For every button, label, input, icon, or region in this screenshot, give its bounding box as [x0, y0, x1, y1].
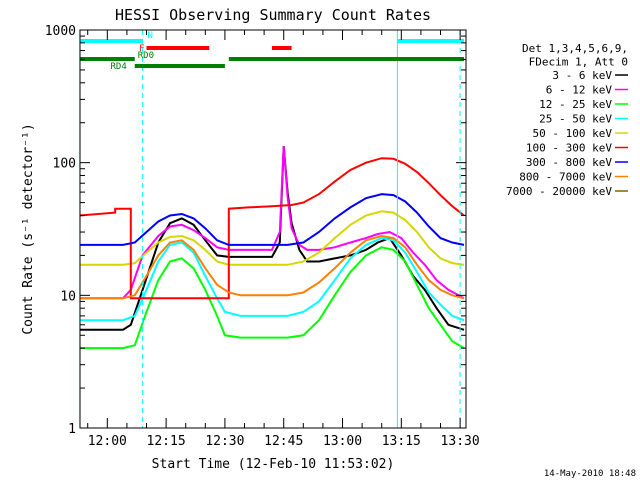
series-line-3 — [79, 237, 465, 322]
x-tick-label-0: 12:00 — [88, 434, 127, 449]
x-tick-label-3: 12:45 — [264, 434, 303, 449]
footer-timestamp: 14-May-2010 18:48 — [544, 469, 636, 479]
legend-label-7: 800 - 7000 keV — [519, 171, 612, 184]
flag-label-n: N — [148, 31, 153, 41]
legend-label-4: 50 - 100 keV — [533, 127, 613, 140]
flag-label-f: F — [139, 44, 144, 54]
x-tick-label-5: 13:15 — [382, 434, 421, 449]
legend-header-0: Det 1,3,4,5,6,9, — [522, 42, 628, 55]
legend-label-1: 6 - 12 keV — [546, 84, 613, 97]
y-tick-label-2: 100 — [53, 157, 76, 172]
legend-label-2: 12 - 25 keV — [539, 98, 612, 111]
y-tick-label-3: 1000 — [45, 24, 76, 39]
x-tick-label-1: 12:15 — [147, 434, 186, 449]
legend-label-3: 25 - 50 keV — [539, 113, 612, 126]
series-line-1 — [79, 146, 465, 300]
x-tick-label-4: 13:00 — [323, 434, 362, 449]
chart-title: HESSI Observing Summary Count Rates — [115, 6, 431, 24]
legend: Det 1,3,4,5,6,9,FDecim 1, Att 03 - 6 keV… — [506, 42, 628, 198]
y-tick-label-1: 10 — [60, 289, 76, 304]
legend-label-6: 300 - 800 keV — [526, 156, 612, 169]
legend-label-8: 7000 - 20000 keV — [506, 185, 612, 198]
y-axis-label: Count Rate (s⁻¹ detector⁻¹) — [21, 123, 36, 334]
series-line-0 — [79, 146, 465, 331]
series-line-4 — [79, 210, 465, 266]
legend-label-5: 100 - 300 keV — [526, 142, 612, 155]
series-line-5 — [79, 157, 465, 300]
legend-header-1: FDecim 1, Att 0 — [529, 56, 628, 69]
y-tick-label-0: 1 — [68, 422, 76, 437]
series-line-7 — [79, 234, 465, 300]
legend-label-0: 3 - 6 keV — [552, 69, 612, 82]
x-tick-label-2: 12:30 — [205, 434, 244, 449]
axis-layer: 1 10 100 1000 12:00 12:15 12:30 12:45 13:00 13:15… — [45, 24, 480, 449]
marker-layer — [79, 30, 461, 428]
x-tick-label-6: 13:30 — [441, 434, 480, 449]
series-line-2 — [79, 246, 465, 350]
flag-label-rd0: RD0 — [138, 51, 154, 61]
series-layer — [79, 146, 465, 350]
x-axis-label: Start Time (12-Feb-10 11:53:02) — [152, 457, 395, 472]
flag-label-rd4: RD4 — [110, 62, 126, 72]
plot-frame — [79, 29, 467, 429]
series-line-6 — [79, 193, 465, 246]
